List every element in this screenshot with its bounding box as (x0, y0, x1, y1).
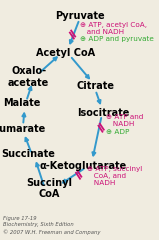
Text: Figure 17-19
Biochemistry, Sixth Edition
© 2007 W.H. Freeman and Company: Figure 17-19 Biochemistry, Sixth Edition… (3, 216, 101, 235)
Text: Succinate: Succinate (2, 149, 55, 159)
Text: ⊕ ADP: ⊕ ADP (106, 129, 129, 134)
Text: ⊕ ADP and pyruvate: ⊕ ADP and pyruvate (80, 36, 153, 42)
Text: ⊕ ATP and
   NADH: ⊕ ATP and NADH (106, 114, 143, 127)
Text: Citrate: Citrate (76, 81, 114, 91)
Text: α-Ketoglutarate: α-Ketoglutarate (39, 161, 126, 171)
Text: Succinyl
CoA: Succinyl CoA (26, 178, 72, 199)
Text: Oxalo-
acetate: Oxalo- acetate (8, 66, 49, 88)
Text: Malate: Malate (3, 98, 41, 108)
Text: ⊕ ATP, acetyl CoA,
   and NADH: ⊕ ATP, acetyl CoA, and NADH (80, 22, 146, 35)
Text: Pyruvate: Pyruvate (55, 11, 104, 21)
Text: Acetyl CoA: Acetyl CoA (36, 48, 95, 58)
Text: Fumarate: Fumarate (0, 124, 45, 134)
Text: ⊕ ATP, succinyl
   CoA, and
   NADH: ⊕ ATP, succinyl CoA, and NADH (87, 166, 142, 186)
Text: Isocitrate: Isocitrate (77, 108, 130, 118)
